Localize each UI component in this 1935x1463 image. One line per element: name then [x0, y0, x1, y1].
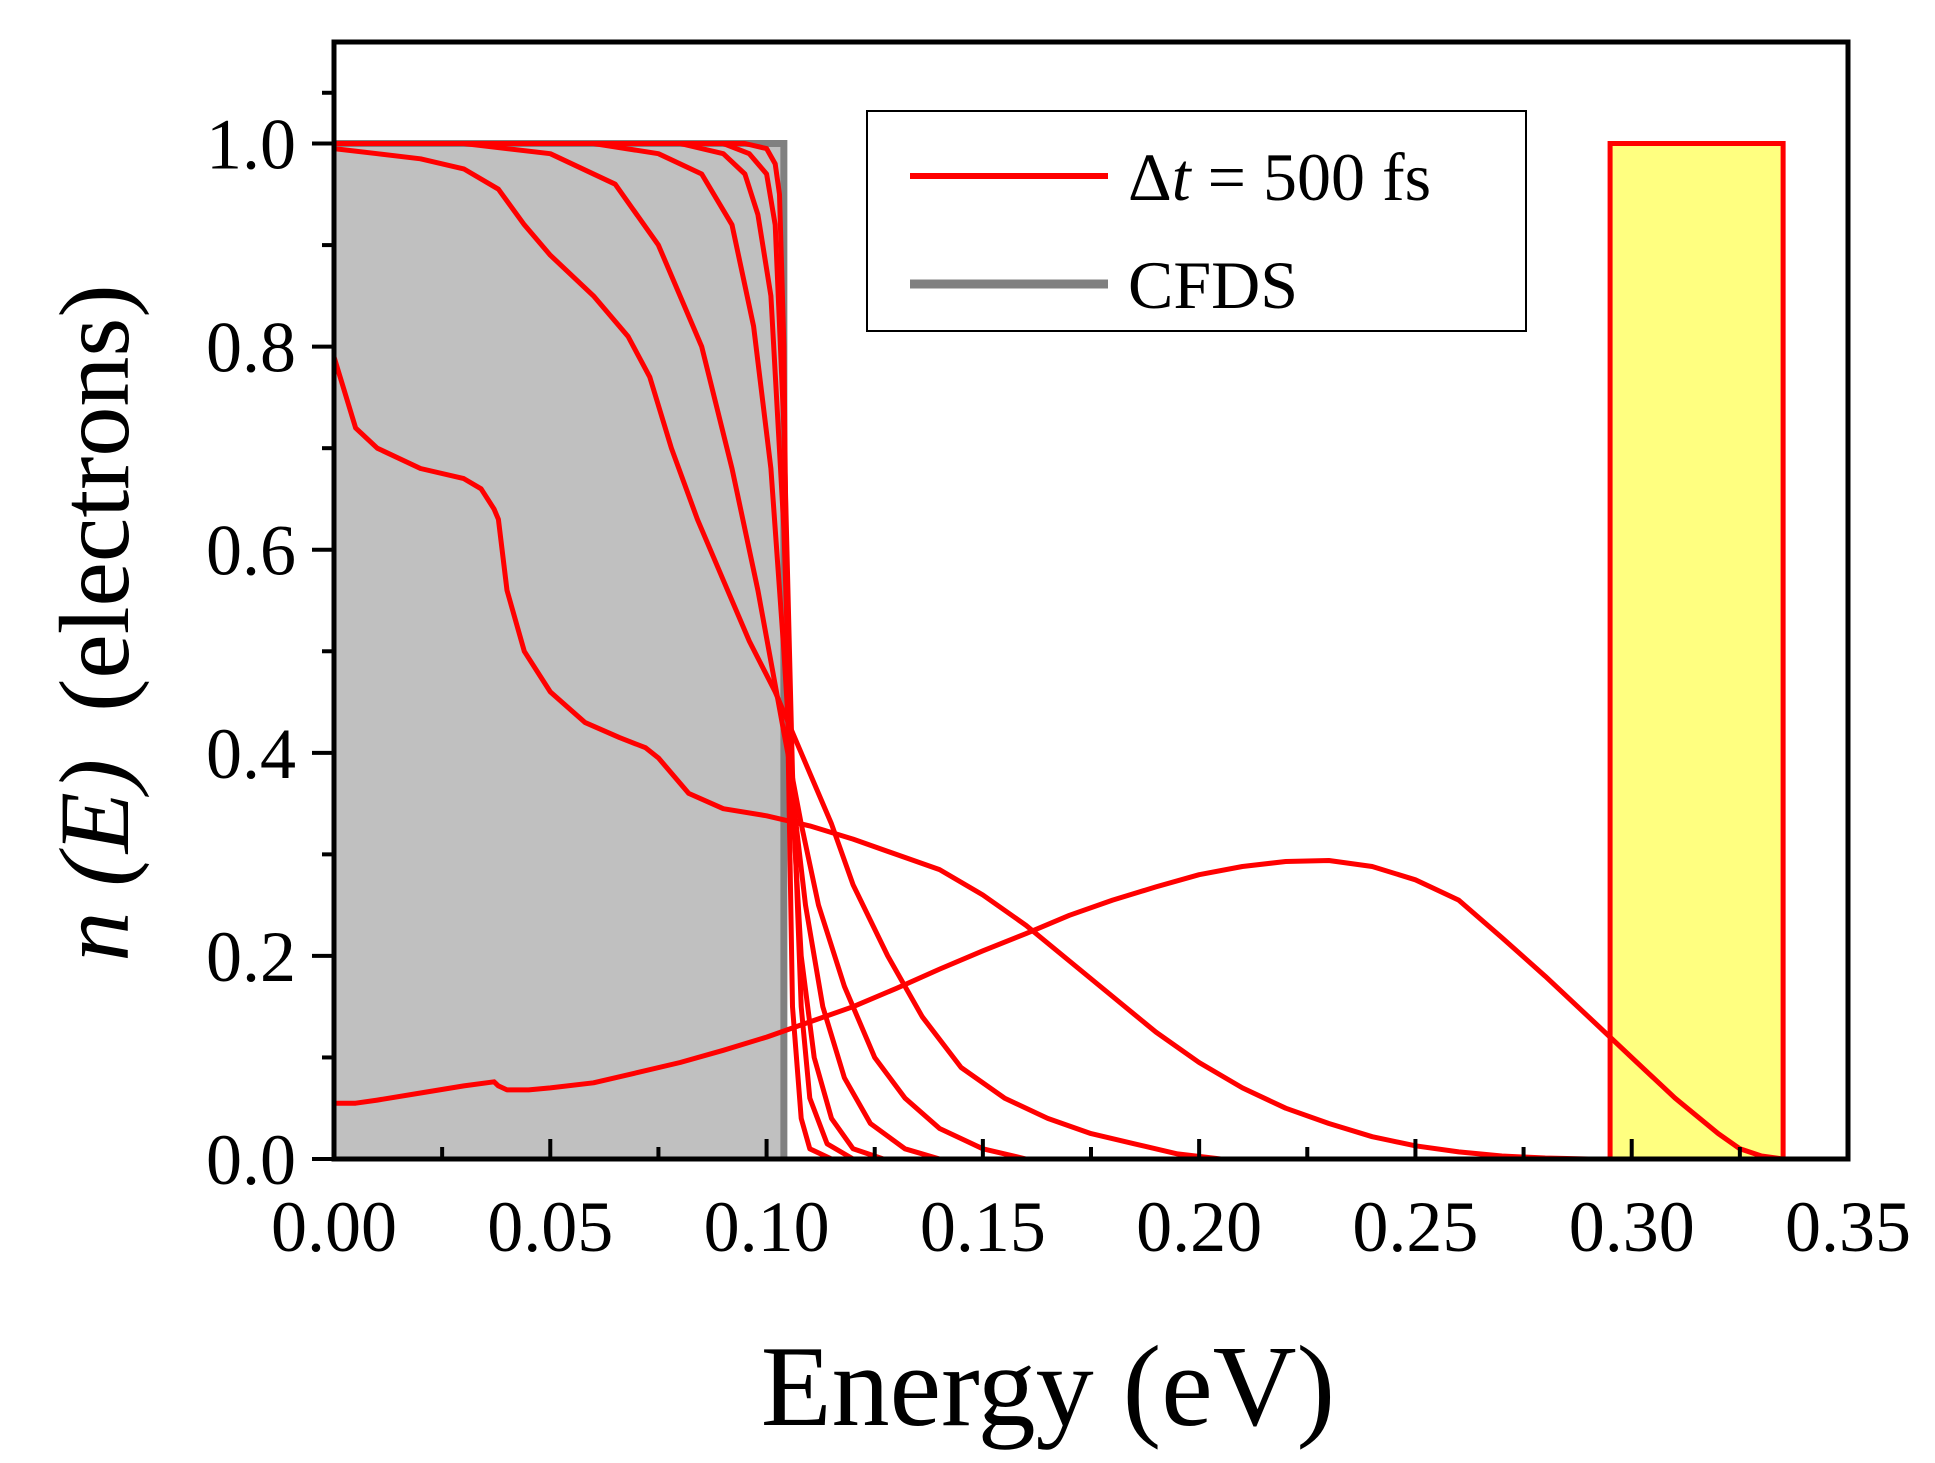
y-tick-label: 0.0: [206, 1120, 296, 1200]
plot-area: [331, 140, 1786, 1162]
series-line-step-2: [334, 141, 855, 1162]
y-axis-title: n (E) (electrons): [39, 284, 150, 961]
axes: 0.00 0.05 0.10 0.15 0.20 0.25 0.30 0.35 0.00.20…: [206, 39, 1911, 1267]
x-axis-ticks: 0.00 0.05 0.10 0.15 0.20 0.25 0.30 0.35: [271, 1139, 1911, 1267]
cfds-filled-region: [334, 143, 784, 1159]
y-axis-title-rest: (electrons): [39, 284, 150, 712]
series-line-step-5: [334, 141, 1027, 1162]
y-tick-label: 0.2: [206, 917, 296, 997]
series-line-step-4: [334, 141, 941, 1162]
series-line-step-8: [334, 858, 1784, 1162]
legend-label-dt: Δt = 500 fs: [1128, 139, 1431, 215]
x-tick-label: 0.25: [1352, 1187, 1478, 1267]
x-tick-label: 0.00: [271, 1187, 397, 1267]
y-tick-label: 0.4: [206, 714, 296, 794]
series-line-step-6: [333, 146, 1222, 1162]
legend-box: [866, 110, 1527, 332]
initial-distribution-box: [1607, 141, 1786, 1159]
x-tick-label: 0.05: [487, 1187, 613, 1267]
series-line-step-1: [334, 141, 833, 1162]
legend-label-rest: = 500 fs: [1191, 139, 1431, 215]
y-axis-ticks: 0.0 0.2 0.4 0.6 0.8 1.0: [206, 90, 334, 1200]
series-line-step-3: [334, 141, 885, 1162]
y-tick-label: 0.8: [206, 308, 296, 388]
y-tick-label: 0.6: [206, 511, 296, 591]
legend-label-cfds: CFDS: [1128, 247, 1298, 323]
legend-label-delta: Δ: [1128, 139, 1172, 215]
series-line-step-7: [331, 356, 1632, 1162]
x-tick-label: 0.35: [1785, 1187, 1911, 1267]
x-tick-label: 0.20: [1136, 1187, 1262, 1267]
y-tick-label: 1.0: [206, 105, 296, 185]
x-tick-label: 0.10: [704, 1187, 830, 1267]
series-group: [331, 141, 1784, 1162]
legend-label-t: t: [1172, 139, 1193, 215]
x-axis-title: Energy (eV): [761, 1323, 1335, 1451]
y-axis-title-italic: n (E): [39, 759, 150, 962]
legend: Δt = 500 fs CFDS: [866, 110, 1527, 332]
x-tick-label: 0.15: [920, 1187, 1046, 1267]
x-tick-label: 0.30: [1569, 1187, 1695, 1267]
